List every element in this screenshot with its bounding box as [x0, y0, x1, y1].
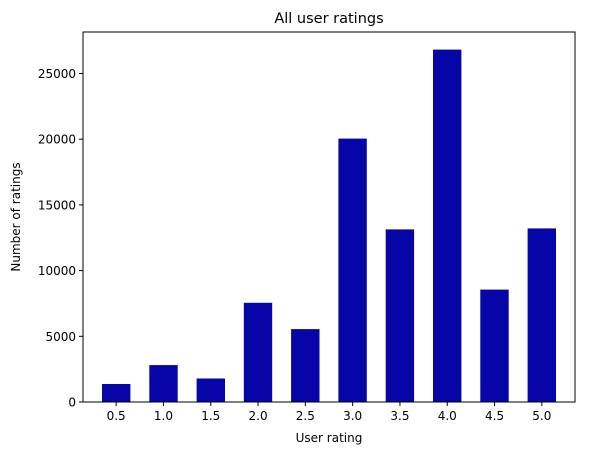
x-tick-label: 4.0 — [438, 409, 457, 423]
y-tick-label: 25000 — [38, 67, 76, 81]
x-tick-label: 3.5 — [390, 409, 409, 423]
x-tick-label: 3.0 — [343, 409, 362, 423]
bars-group — [102, 49, 556, 402]
bar-1.5 — [196, 378, 225, 402]
x-tick-label: 1.5 — [201, 409, 220, 423]
y-tick-label: 0 — [68, 396, 76, 410]
y-tick-label: 5000 — [45, 330, 76, 344]
x-tick-label: 2.5 — [296, 409, 315, 423]
y-tick-label: 10000 — [38, 264, 76, 278]
y-axis-title: Number of ratings — [9, 162, 23, 271]
x-axis: 0.5 1.0 1.5 2.0 2.5 3.0 3.5 4.0 4.5 5.0 — [107, 402, 551, 423]
x-tick-label: 5.0 — [532, 409, 551, 423]
x-tick-label: 0.5 — [107, 409, 126, 423]
bar-2.5 — [291, 329, 320, 402]
x-tick-label: 2.0 — [249, 409, 268, 423]
x-axis-title: User rating — [296, 431, 363, 445]
bar-1.0 — [149, 365, 178, 402]
bar-4.0 — [433, 49, 462, 402]
bar-3.0 — [338, 138, 367, 402]
y-tick-label: 20000 — [38, 133, 76, 147]
plot-frame — [82, 31, 576, 403]
y-tick-label: 15000 — [38, 198, 76, 212]
bar-2.0 — [243, 302, 273, 402]
bar-5.0 — [527, 228, 556, 402]
x-tick-label: 4.5 — [485, 409, 504, 423]
x-tick-label: 1.0 — [154, 409, 173, 423]
bar-0.5 — [102, 384, 131, 402]
chart-title: All user ratings — [274, 11, 383, 27]
bar-3.5 — [385, 229, 415, 402]
bar-4.5 — [480, 289, 509, 402]
y-axis: 0 5000 10000 15000 20000 25000 — [38, 67, 83, 410]
